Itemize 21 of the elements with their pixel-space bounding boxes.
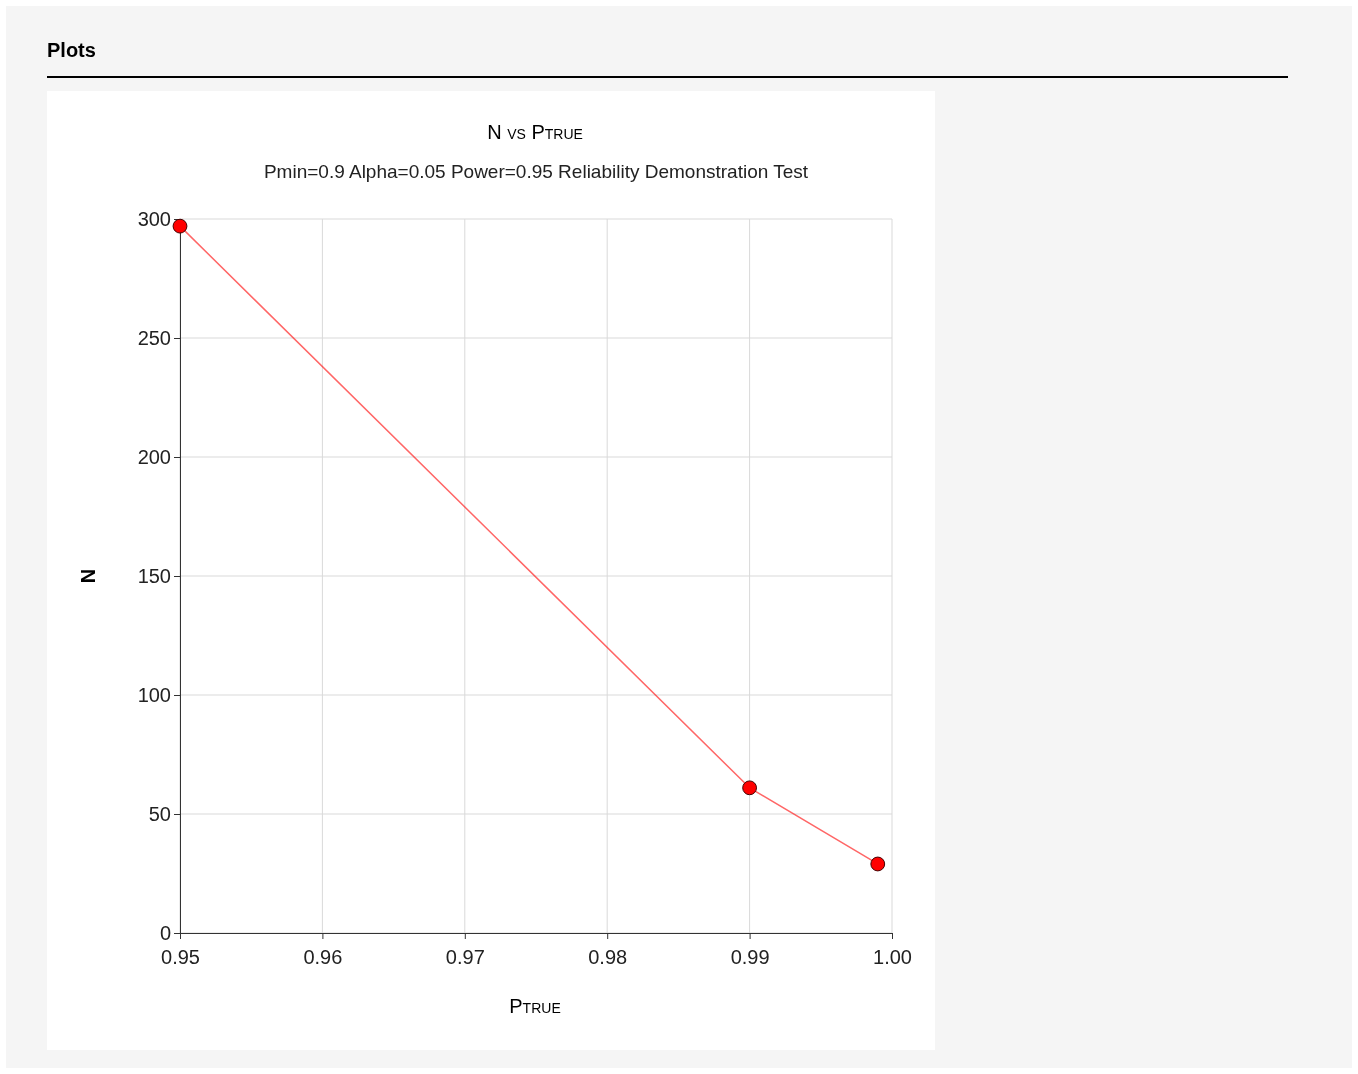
x-tick-label: 0.99	[730, 946, 770, 968]
y-tick-label: 100	[137, 683, 171, 706]
text: Plots	[47, 39, 96, 61]
point	[172, 218, 188, 234]
y-axis-title: N	[77, 568, 99, 584]
x-axis-title: Ptrue	[509, 995, 561, 1017]
y-tick-label: 150	[137, 564, 171, 587]
y-tick-label: 200	[137, 445, 171, 468]
chart-subtitle: Pmin=0.9 Alpha=0.05 Power=0.95 Reliability Demonstration Test	[263, 161, 809, 182]
x-tick-label: 0.97	[445, 946, 485, 968]
chart-title: N vs Ptrue	[487, 121, 583, 143]
x-tick-label: 1.00	[873, 946, 912, 968]
y-tick-label: 250	[137, 326, 171, 349]
x-tick-label: 0.96	[303, 946, 343, 968]
y-tick-label: 50	[148, 802, 171, 825]
y-tick-label: 0	[159, 921, 171, 944]
point	[742, 780, 758, 796]
x-tick-label: 0.98	[588, 946, 628, 968]
y-tick-label: 300	[137, 207, 171, 230]
point	[870, 856, 886, 872]
x-tick-label: 0.95	[161, 946, 200, 968]
